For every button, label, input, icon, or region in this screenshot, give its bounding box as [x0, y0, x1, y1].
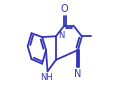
Text: N: N	[74, 69, 82, 79]
Text: N: N	[58, 31, 64, 40]
Text: O: O	[60, 4, 68, 14]
Text: NH: NH	[40, 73, 53, 82]
